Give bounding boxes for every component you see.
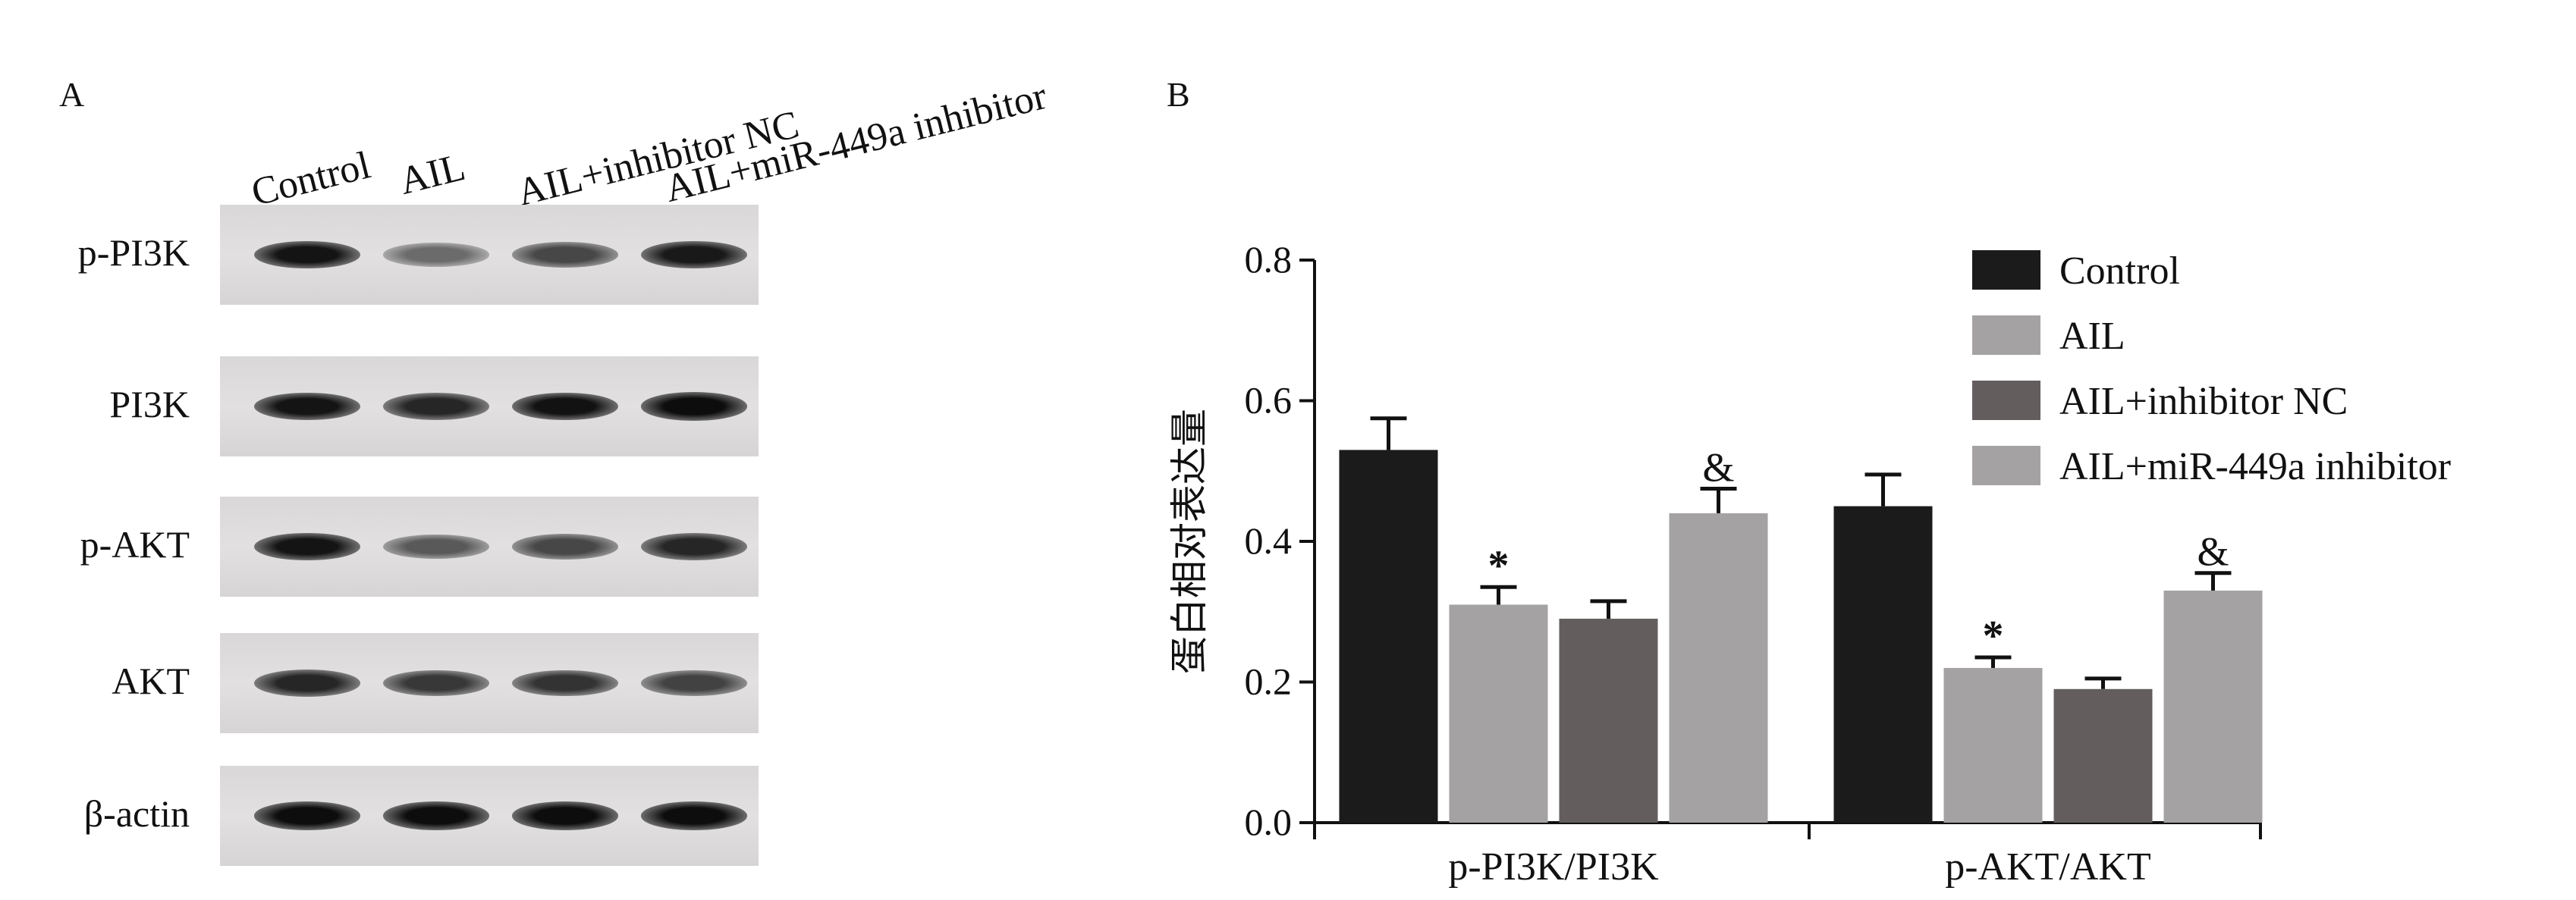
blot-label: β-actin bbox=[83, 792, 190, 835]
blot-label: p-AKT bbox=[80, 523, 190, 566]
blot-band bbox=[512, 392, 618, 421]
significance-marker: & bbox=[2197, 529, 2229, 575]
blot-label: PI3K bbox=[109, 383, 190, 425]
blot-label: p-PI3K bbox=[77, 231, 190, 274]
legend-swatch bbox=[1972, 250, 2040, 290]
legend-label: AIL+inhibitor NC bbox=[2059, 380, 2348, 423]
bar bbox=[2163, 590, 2263, 823]
blot-band bbox=[383, 393, 489, 420]
bar bbox=[1559, 619, 1658, 823]
blot-band bbox=[512, 801, 618, 830]
bar bbox=[1449, 604, 1548, 823]
x-tick-label: p-AKT/AKT bbox=[1945, 845, 2151, 889]
y-axis-label: 蛋白相对表达量 bbox=[1168, 409, 1211, 674]
legend-label: Control bbox=[2059, 249, 2180, 293]
blot-band bbox=[254, 670, 360, 697]
blot-band bbox=[254, 240, 360, 269]
blot-band bbox=[383, 243, 489, 267]
bar bbox=[1833, 506, 1933, 823]
y-tick-label: 0.6 bbox=[1245, 379, 1293, 422]
panel-a-letter: A bbox=[59, 75, 85, 114]
blot-band bbox=[512, 670, 618, 697]
blot-band bbox=[512, 242, 618, 268]
blot-band bbox=[512, 534, 618, 560]
blot-band bbox=[383, 801, 489, 830]
legend-swatch bbox=[1972, 446, 2040, 485]
y-tick-label: 0.2 bbox=[1245, 660, 1293, 703]
blot-band bbox=[641, 801, 747, 830]
blot-band bbox=[641, 670, 747, 696]
panel-b-letter: B bbox=[1167, 75, 1190, 114]
legend-label: AIL+miR-449a inhibitor bbox=[2059, 445, 2451, 488]
blot-label: AKT bbox=[112, 660, 190, 702]
y-tick-label: 0.8 bbox=[1245, 238, 1293, 281]
significance-marker: * bbox=[1983, 613, 2004, 660]
blot-band bbox=[254, 532, 360, 561]
x-tick-label: p-PI3K/PI3K bbox=[1448, 845, 1659, 889]
blot-band bbox=[383, 670, 489, 697]
bar bbox=[2053, 688, 2153, 823]
significance-marker: * bbox=[1488, 542, 1509, 589]
bar bbox=[1943, 667, 2043, 823]
y-tick-label: 0.4 bbox=[1245, 519, 1293, 562]
blot-band bbox=[641, 533, 747, 560]
legend-swatch bbox=[1972, 381, 2040, 420]
blot-band bbox=[641, 240, 747, 269]
western-blot: p-PI3K PI3K p-AKT AKT β-actin bbox=[0, 0, 774, 900]
significance-marker: & bbox=[1702, 444, 1734, 490]
blot-band bbox=[254, 801, 360, 830]
bar bbox=[1669, 513, 1768, 823]
blot-band bbox=[641, 392, 747, 421]
legend-label: AIL bbox=[2059, 315, 2125, 358]
legend-swatch bbox=[1972, 315, 2040, 355]
bar bbox=[1339, 450, 1438, 823]
blot-band bbox=[254, 392, 360, 421]
blot-band bbox=[383, 534, 489, 560]
y-tick-label: 0.0 bbox=[1245, 801, 1293, 843]
